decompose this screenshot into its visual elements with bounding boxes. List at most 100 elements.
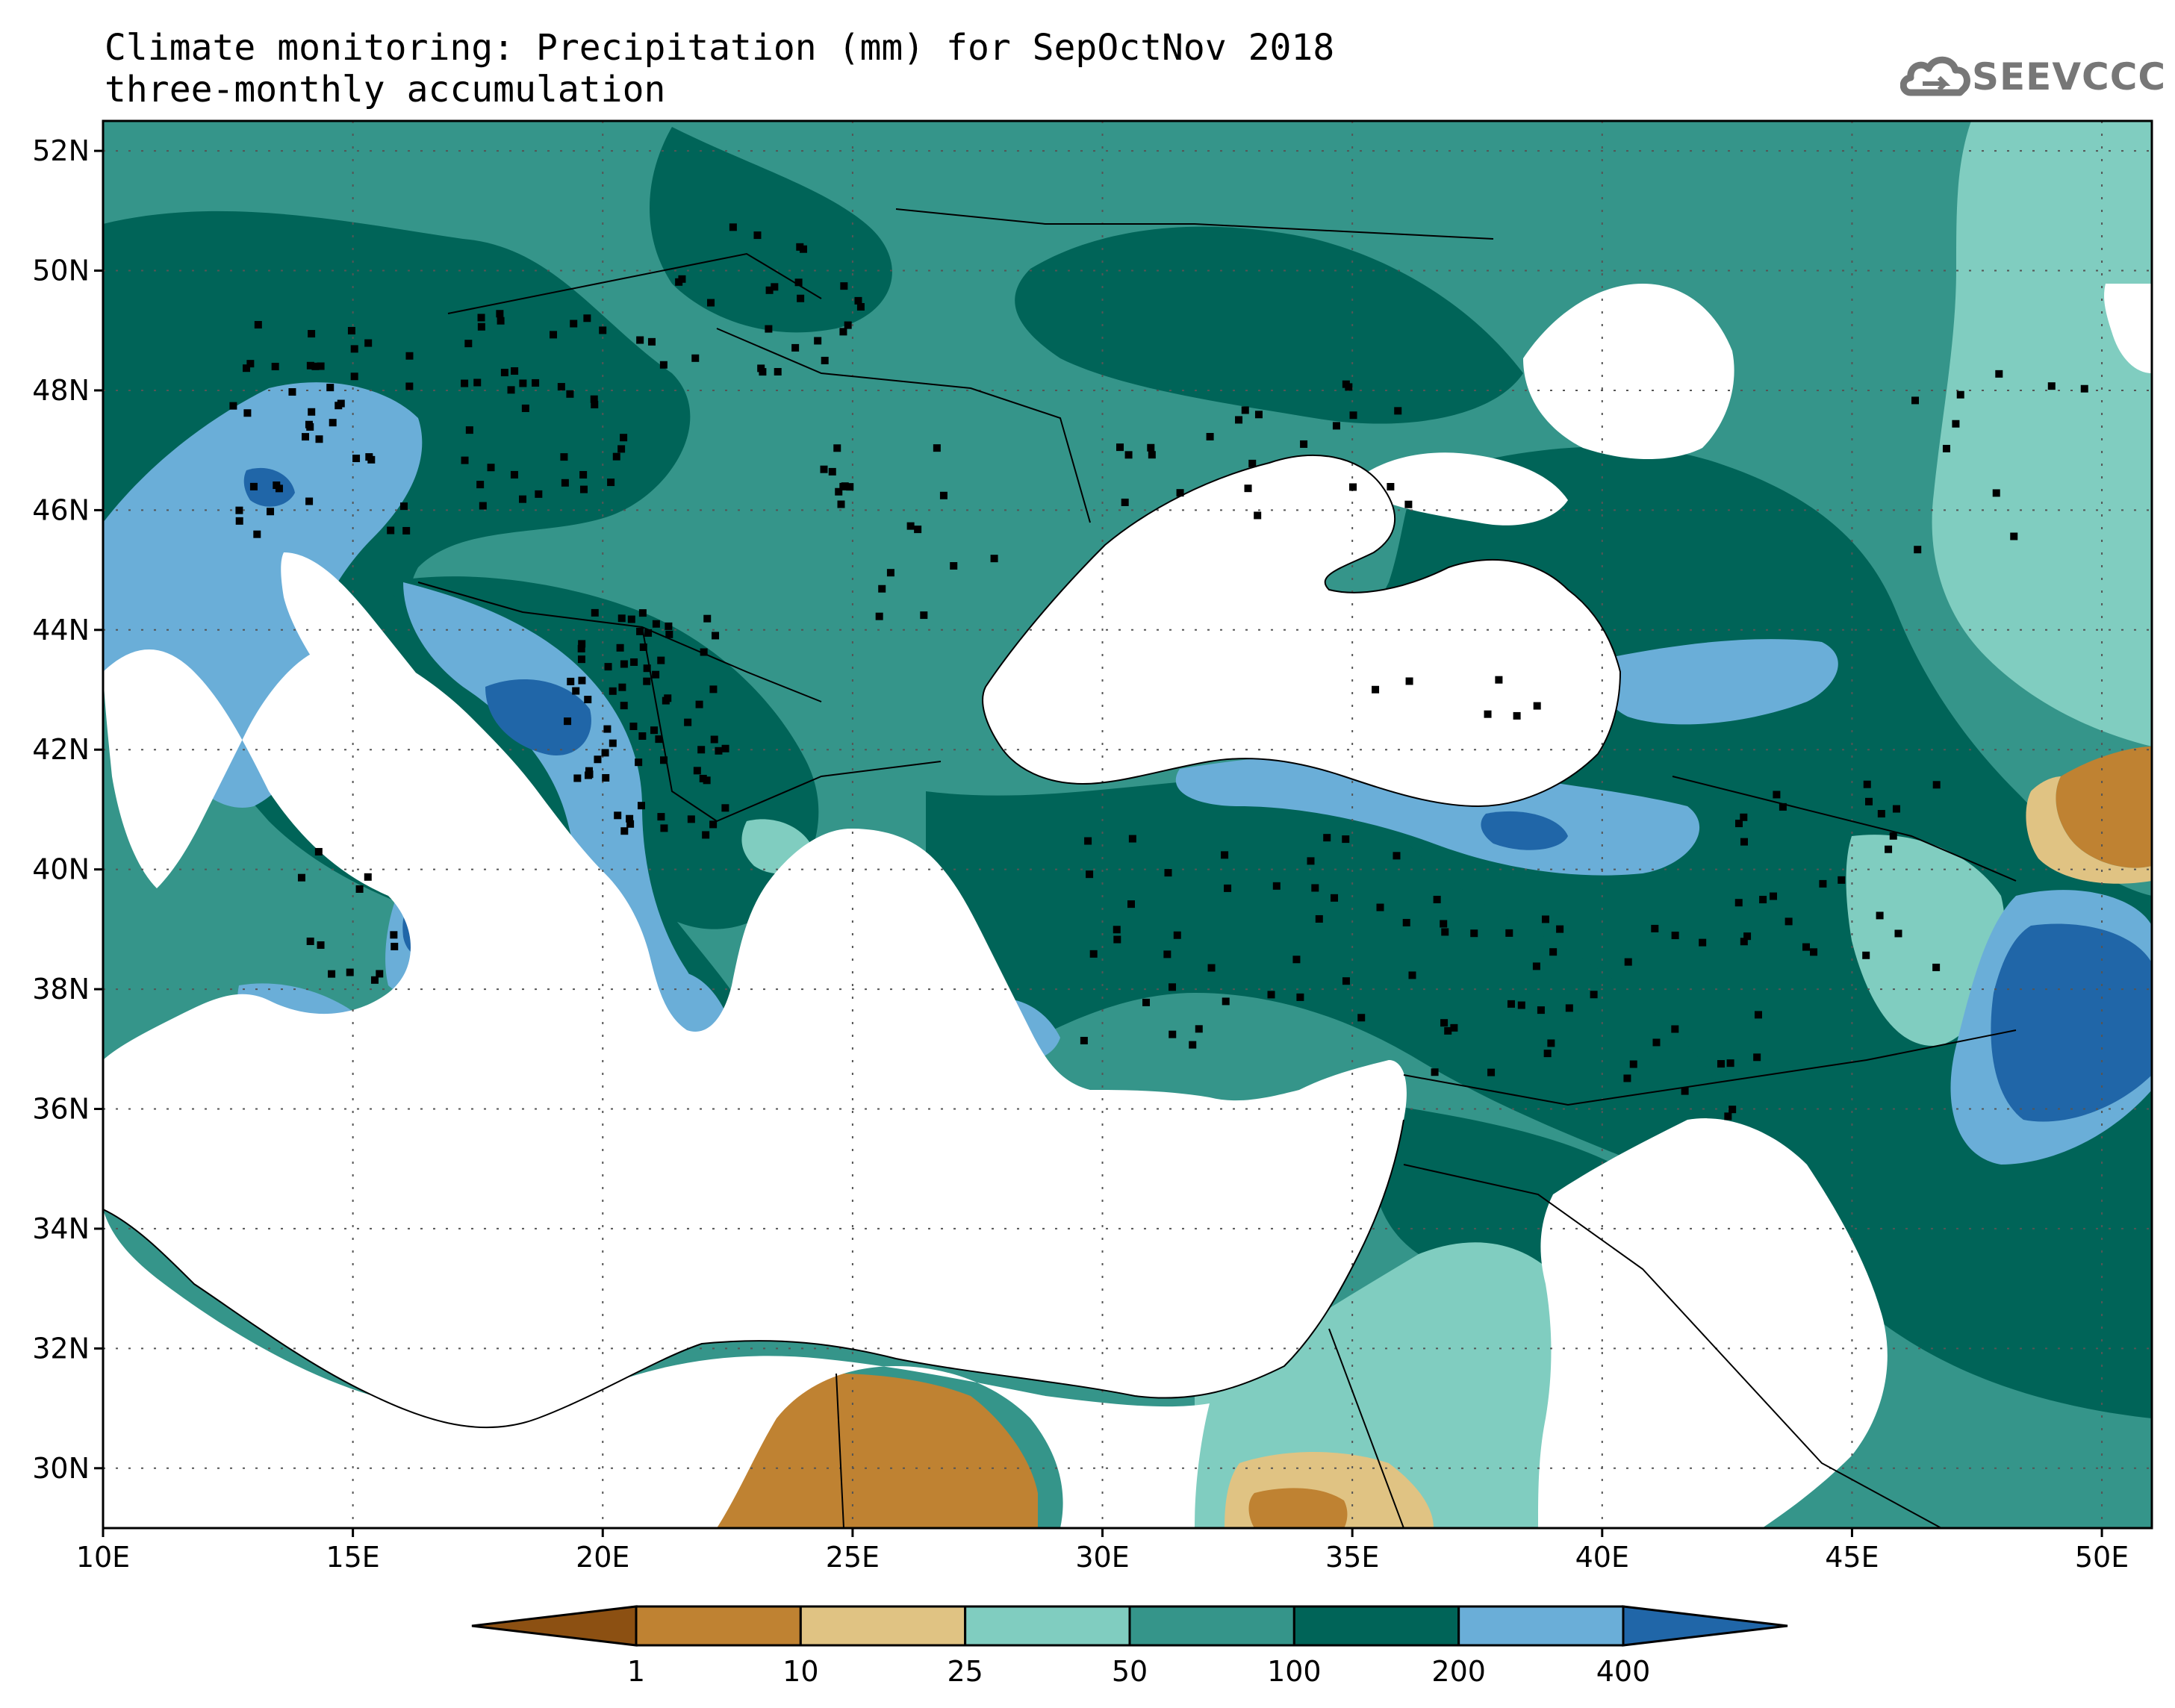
station-marker	[1127, 900, 1135, 908]
colorbar-label: 400	[1596, 1655, 1651, 1688]
station-marker	[1086, 870, 1094, 879]
station-marker	[644, 629, 653, 637]
station-marker	[620, 660, 628, 668]
station-marker	[1084, 837, 1092, 845]
station-marker	[814, 337, 822, 345]
map-title: Climate monitoring: Precipitation (mm) f…	[105, 27, 1335, 69]
station-marker	[1838, 876, 1846, 884]
band-1-10-libya-egypt	[717, 1372, 1038, 1528]
station-marker	[1549, 948, 1558, 956]
station-marker	[729, 223, 737, 231]
station-marker	[496, 310, 504, 318]
station-marker	[1759, 896, 1767, 904]
colorbar-segment	[1457, 1605, 1625, 1647]
station-marker	[2010, 532, 2018, 540]
station-marker	[1992, 489, 2000, 497]
station-marker	[1743, 932, 1752, 941]
station-marker	[821, 356, 829, 364]
station-marker	[660, 824, 668, 832]
station-marker	[1623, 1074, 1631, 1082]
station-marker	[1169, 983, 1177, 991]
station-marker	[561, 479, 569, 487]
station-marker	[560, 453, 568, 461]
station-marker	[1244, 484, 1252, 493]
station-marker	[1734, 820, 1743, 828]
station-marker	[477, 314, 485, 322]
station-marker	[703, 776, 711, 785]
station-marker	[591, 400, 599, 408]
station-marker	[254, 321, 262, 329]
station-marker	[1513, 711, 1521, 720]
station-marker	[616, 643, 624, 652]
station-marker	[578, 676, 586, 685]
y-tick-label: 40N	[32, 853, 90, 886]
station-marker	[844, 321, 852, 329]
station-marker	[328, 970, 336, 978]
station-marker	[620, 434, 628, 442]
station-marker	[1331, 894, 1339, 902]
colorbar-segment	[799, 1605, 967, 1647]
band-above-400-slovenia	[243, 467, 295, 507]
adriatic-sea	[281, 552, 558, 882]
station-marker	[697, 746, 706, 754]
x-tick-label: 15E	[326, 1541, 379, 1574]
station-marker	[1911, 396, 1920, 405]
station-marker	[1222, 997, 1230, 1006]
station-marker	[577, 644, 585, 652]
station-marker	[1307, 857, 1315, 865]
station-marker	[652, 620, 660, 628]
station-marker	[306, 361, 314, 370]
station-marker	[618, 683, 626, 691]
coastlines	[103, 208, 2017, 1528]
station-marker	[1142, 998, 1151, 1006]
mediterranean-sea	[103, 646, 1407, 1428]
y-tick-label: 46N	[32, 493, 90, 526]
station-marker	[364, 873, 372, 881]
station-marker	[820, 465, 828, 473]
station-marker	[577, 655, 585, 664]
station-marker	[637, 802, 645, 810]
station-marker	[1224, 884, 1232, 892]
station-marker	[302, 433, 310, 441]
station-marker	[405, 382, 414, 390]
station-marker	[337, 399, 345, 408]
station-marker	[602, 773, 610, 782]
station-marker	[1541, 915, 1549, 923]
station-marker	[875, 612, 883, 620]
station-marker	[1556, 925, 1564, 933]
station-marker	[1441, 928, 1449, 936]
station-marker	[1206, 432, 1214, 440]
band-above-400-zagros	[1991, 923, 2152, 1122]
station-marker	[352, 455, 361, 463]
station-marker	[638, 732, 647, 741]
station-marker	[1163, 950, 1171, 959]
station-marker	[1342, 977, 1350, 985]
station-marker	[1533, 702, 1541, 710]
station-marker	[1624, 958, 1632, 966]
map-subtitle: three-monthly accumulation	[105, 69, 666, 110]
x-tick-label: 30E	[1075, 1541, 1129, 1574]
station-marker	[1450, 1023, 1458, 1032]
colorbar-label: 10	[782, 1655, 818, 1688]
station-marker	[620, 702, 628, 710]
station-marker	[535, 490, 543, 498]
station-marker	[579, 470, 588, 479]
station-marker	[655, 735, 663, 744]
station-marker	[839, 328, 847, 336]
station-marker	[833, 444, 841, 452]
y-tick-label: 50N	[32, 255, 90, 287]
station-marker	[399, 502, 408, 511]
station-marker	[886, 569, 894, 577]
station-marker	[365, 453, 373, 461]
station-marker	[1404, 500, 1413, 508]
station-marker	[643, 677, 651, 685]
station-marker	[1267, 991, 1275, 999]
station-marker	[243, 409, 252, 417]
station-markers	[229, 223, 2088, 1121]
station-marker	[1862, 951, 1870, 959]
station-marker	[500, 369, 508, 377]
station-marker	[314, 847, 323, 855]
station-marker	[617, 614, 626, 623]
y-tick-label: 30N	[32, 1452, 90, 1485]
station-marker	[710, 735, 718, 744]
